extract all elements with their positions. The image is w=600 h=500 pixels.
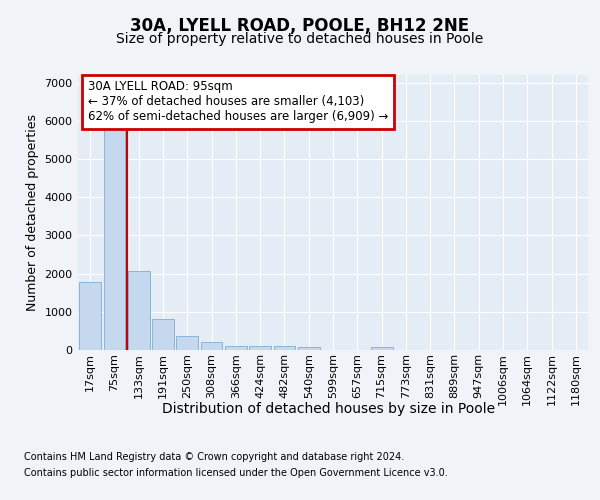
Bar [104,129,125,350]
Bar [274,346,295,350]
Text: Contains HM Land Registry data © Crown copyright and database right 2024.: Contains HM Land Registry data © Crown c… [24,452,404,462]
Bar [152,318,174,350]
Text: Distribution of detached houses by size in Poole: Distribution of detached houses by size … [162,402,496,416]
Y-axis label: Number of detached properties: Number of detached properties [26,114,39,311]
Bar [298,347,320,350]
Bar [128,272,149,350]
Text: 30A LYELL ROAD: 95sqm
← 37% of detached houses are smaller (4,103)
62% of semi-d: 30A LYELL ROAD: 95sqm ← 37% of detached … [88,80,389,124]
Bar [79,282,101,350]
Text: Contains public sector information licensed under the Open Government Licence v3: Contains public sector information licen… [24,468,448,477]
Bar [225,346,247,350]
Bar [371,347,392,350]
Bar [200,342,223,350]
Text: 30A, LYELL ROAD, POOLE, BH12 2NE: 30A, LYELL ROAD, POOLE, BH12 2NE [130,18,470,36]
Text: Size of property relative to detached houses in Poole: Size of property relative to detached ho… [116,32,484,46]
Bar [176,336,198,350]
Bar [249,346,271,350]
